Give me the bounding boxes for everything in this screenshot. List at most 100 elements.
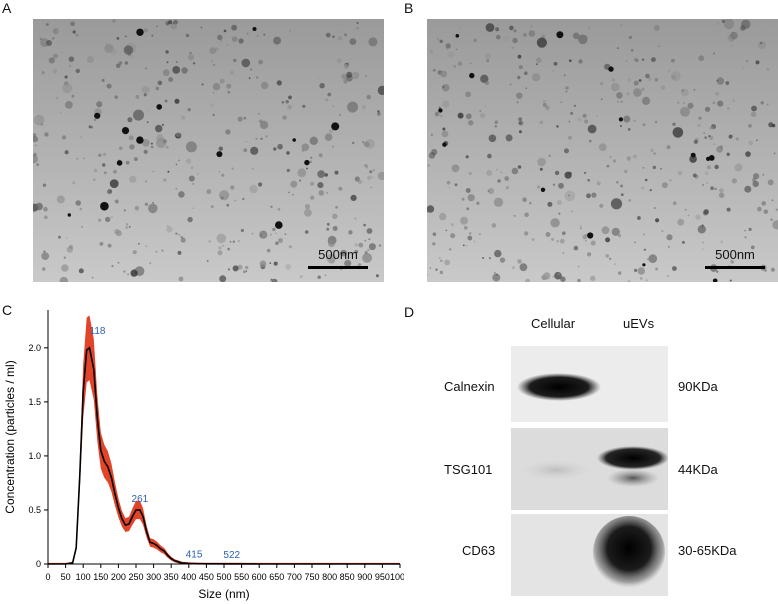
vesicle-particle [372,169,375,172]
vesicle-particle [744,185,752,193]
vesicle-particle [162,139,168,144]
vesicle-particle [227,90,231,94]
vesicle-particle [72,181,76,185]
vesicle-particle [245,265,249,270]
vesicle-particle [273,147,277,151]
vesicle-particle [259,260,267,268]
vesicle-particle [486,169,493,176]
vesicle-particle [591,192,597,198]
vesicle-particle [624,169,628,173]
vesicle-particle [716,145,723,153]
vesicle-particle [441,130,449,138]
vesicle-particle [240,228,244,233]
scalebar-b-label: 500nm [715,247,755,262]
vesicle-particle [219,78,225,84]
vesicle-particle [101,78,105,82]
vesicle-particle [318,153,323,158]
vesicle-particle [605,254,610,258]
wb-column-uevs: uEVs [623,316,655,331]
vesicle-particle [218,146,223,151]
vesicle-particle [536,63,538,66]
wb-size-tsg101: 44KDa [678,462,718,477]
vesicle-particle [755,60,760,65]
vesicle-particle [297,168,307,178]
vesicle-particle [149,262,152,265]
vesicle-particle [718,192,725,198]
vesicle-particle [634,268,638,272]
vesicle-particle [33,136,39,143]
vesicle-particle [473,38,477,42]
vesicle-particle [201,83,204,86]
vesicle-particle [726,152,730,156]
vesicle-particle [61,264,69,272]
vesicle-particle [123,270,126,273]
panel-label-b: B [404,0,414,16]
vesicle-particle [672,122,676,126]
vesicle-particle [136,28,144,36]
vesicle-particle [210,103,214,108]
vesicle-particle [432,232,437,236]
vesicle-particle [542,100,546,103]
vesicle-particle [93,168,98,173]
vesicle-particle [368,243,376,251]
vesicle-particle [190,166,194,170]
vesicle-particle [325,98,329,102]
vesicle-particle [523,33,527,37]
vesicle-particle [586,252,592,257]
vesicle-particle [377,110,380,113]
vesicle-particle [557,200,562,205]
vesicle-particle [306,167,308,170]
vesicle-particle [641,87,645,91]
vesicle-particle [466,207,470,211]
vesicle-particle [33,133,37,137]
vesicle-particle [586,193,591,199]
vesicle-particle [469,72,475,79]
vesicle-particle [599,203,604,208]
vesicle-particle [479,109,482,113]
vesicle-particle [206,189,212,195]
vesicle-particle [220,39,223,43]
vesicle-particle [39,37,43,41]
vesicle-particle [346,71,353,78]
vesicle-particle [334,170,339,175]
vesicle-particle [717,100,724,107]
vesicle-particle [716,270,719,273]
x-axis-label: Size (nm) [198,587,249,601]
vesicle-particle [719,188,724,193]
vesicle-particle [143,28,148,33]
vesicle-particle [720,240,724,244]
vesicle-particle [116,37,120,40]
vesicle-particle [258,59,263,65]
vesicle-particle [573,104,576,107]
vesicle-particle [366,94,372,100]
vesicle-particle [317,170,325,179]
vesicle-particle [518,120,524,126]
vesicle-particle [649,189,652,192]
scalebar-a: 500nm [308,247,368,269]
vesicle-particle [263,33,266,36]
vesicle-particle [625,60,628,62]
vesicle-particle [579,225,582,228]
vesicle-particle [642,233,646,236]
vesicle-particle [512,37,518,44]
vesicle-particle [714,187,717,191]
vesicle-particle [637,267,645,275]
vesicle-particle [531,238,535,241]
vesicle-particle [587,232,594,239]
vesicle-particle [509,83,512,86]
vesicle-particle [438,106,441,109]
vesicle-particle [516,92,523,99]
vesicle-particle [545,105,550,110]
vesicle-particle [616,47,619,49]
vesicle-particle [335,206,338,209]
vesicle-particle [243,270,246,274]
em-micrograph-a [33,19,384,282]
vesicle-particle [143,149,148,154]
vesicle-particle [723,19,735,30]
vesicle-particle [450,233,456,239]
vesicle-particle [729,279,732,282]
vesicle-particle [587,124,597,134]
vesicle-particle [540,187,546,192]
vesicle-particle [653,24,660,31]
vesicle-particle [616,181,619,184]
